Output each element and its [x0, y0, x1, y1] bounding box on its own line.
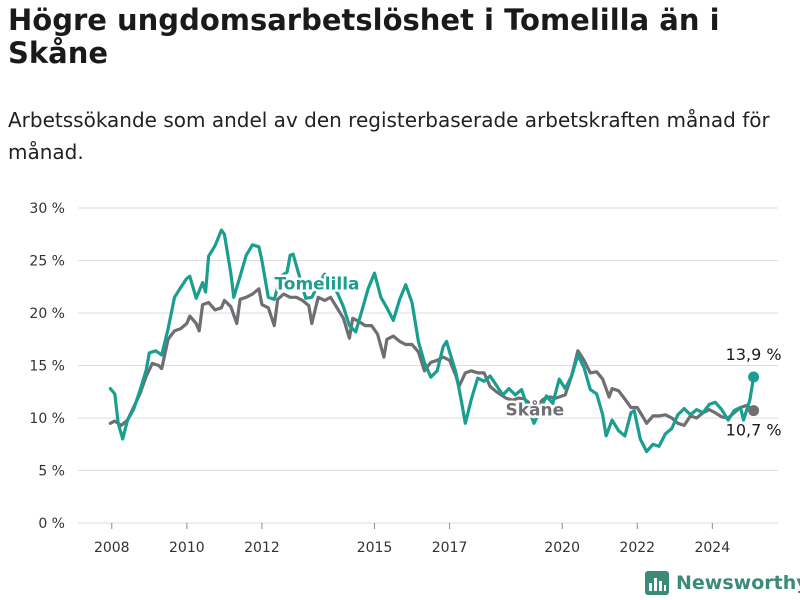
x-tick-label: 2017 — [432, 540, 468, 556]
series-end-value-label: 10,7 % — [726, 421, 782, 440]
x-tick-label: 2024 — [694, 540, 730, 556]
series-lines — [108, 228, 756, 454]
newsworthy-logo-icon — [645, 571, 669, 595]
x-tick-label: 2010 — [169, 540, 205, 556]
series-endpoint-tomelilla — [748, 371, 760, 383]
series-line-skane — [108, 287, 756, 427]
newsworthy-brand: Newsworthy — [644, 568, 800, 598]
gridlines: 0 % 5 % 10 % 15 % 20 % 25 % 30 % — [29, 201, 778, 532]
y-tick-label: 15 % — [29, 359, 65, 375]
y-tick-label: 25 % — [29, 254, 65, 270]
y-tick-label: 20 % — [29, 306, 65, 322]
x-tick-label: 2022 — [619, 540, 655, 556]
series-labels: 13,9 % 10,7 % Tomelilla Skåne — [272, 272, 782, 440]
page-title: Högre ungdomsarbetslöshet i Tomelilla än… — [8, 3, 720, 70]
y-tick-label: 5 % — [38, 464, 65, 480]
series-end-value-label: 13,9 % — [726, 345, 782, 364]
x-tick-label: 2020 — [544, 540, 580, 556]
x-tick-label: 2012 — [244, 540, 280, 556]
x-axis: 2008 2010 2012 2015 2017 2020 2022 2024 — [94, 523, 730, 556]
y-tick-label: 0 % — [38, 516, 65, 532]
page-subtitle: Arbetssökande som andel av den registerb… — [8, 108, 770, 164]
series-line-tomelilla — [108, 228, 756, 454]
series-name-label: Skåne — [505, 399, 564, 421]
x-tick-label: 2015 — [357, 540, 393, 556]
series-name-label: Tomelilla — [274, 275, 359, 295]
y-tick-label: 30 % — [29, 201, 65, 217]
y-tick-label: 10 % — [29, 411, 65, 427]
brand-name: Newsworthy — [676, 572, 800, 594]
x-tick-label: 2008 — [94, 540, 130, 556]
series-endpoint-skane — [748, 405, 760, 417]
